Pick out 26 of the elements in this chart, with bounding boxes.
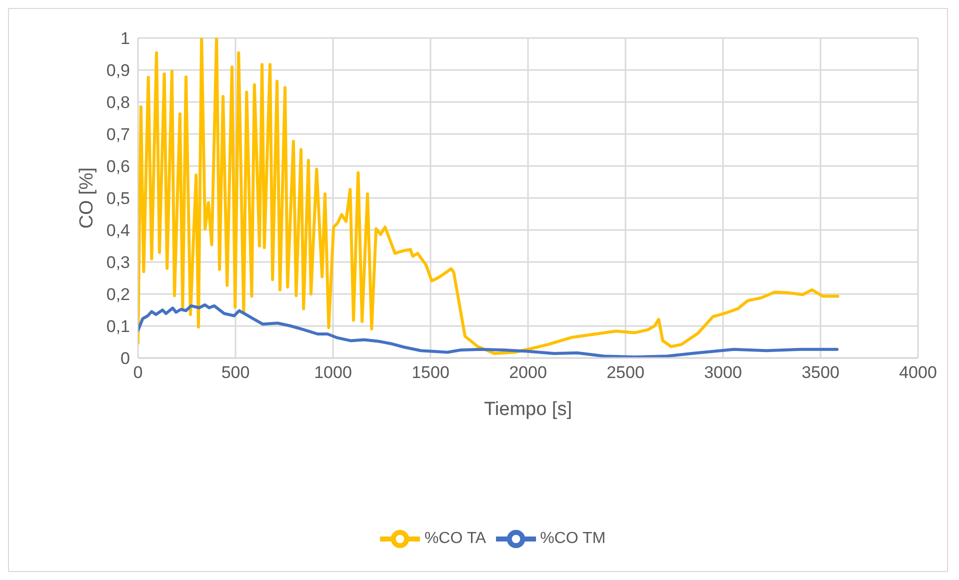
y-tick-label: 0,3	[106, 253, 130, 272]
x-tick-label: 2000	[509, 363, 547, 382]
legend-label: %CO TM	[540, 530, 606, 548]
y-tick-label: 1	[120, 29, 130, 48]
x-tick-label: 500	[221, 363, 250, 382]
y-tick-label: 0,9	[106, 61, 130, 80]
line-series	[138, 38, 840, 356]
y-tick-label: 0,8	[106, 93, 130, 112]
y-tick-label: 0	[120, 349, 130, 368]
x-tick-label: 4000	[899, 363, 937, 382]
x-tick-label: 1500	[412, 363, 450, 382]
y-axis-title: CO [%]	[76, 167, 98, 229]
y-tick-label: 0,2	[106, 285, 130, 304]
y-tick-label: 0,7	[106, 125, 130, 144]
x-axis-title: Tiempo [s]	[484, 399, 572, 420]
y-tick-label: 0,6	[106, 157, 130, 176]
x-tick-label: 3000	[704, 363, 742, 382]
legend-label: %CO TA	[424, 530, 486, 548]
line-series	[138, 303, 839, 358]
x-tick-label: 2500	[606, 363, 644, 382]
y-tick-label: 0,4	[106, 221, 130, 240]
x-tick-label: 0	[133, 363, 143, 382]
y-tick-label: 0,5	[106, 189, 130, 208]
y-tick-label: 0,1	[106, 317, 130, 336]
x-tick-label: 3500	[802, 363, 840, 382]
x-tick-label: 1000	[314, 363, 352, 382]
